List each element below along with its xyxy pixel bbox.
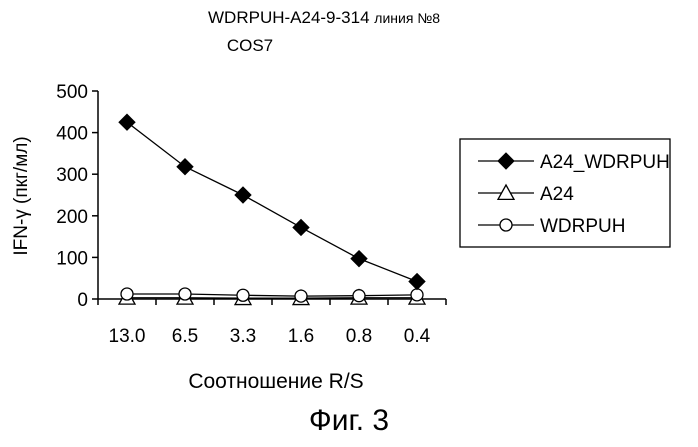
y-tick-label: 200 [56, 207, 88, 228]
legend-marker [500, 219, 512, 231]
data-point [295, 290, 307, 302]
series-line [127, 294, 417, 296]
legend-label: A24_WDRPUH [540, 152, 670, 173]
legend: A24_WDRPUH A24 WDRPUH [460, 139, 670, 247]
figure-caption: Фиг. 3 [0, 404, 698, 438]
x-tick-labels: 13.0 6.5 3.3 1.6 0.8 0.4 [109, 326, 431, 347]
legend-label: A24 [540, 184, 574, 205]
series-line [127, 122, 417, 281]
data-point [179, 288, 191, 300]
x-tick-label: 13.0 [109, 326, 146, 347]
data-point [119, 114, 135, 130]
series-a24-wdrpuh [119, 114, 425, 289]
y-tick-label: 0 [77, 290, 88, 311]
y-tick-label: 300 [56, 165, 88, 186]
x-tick-label: 0.4 [404, 326, 431, 347]
y-tick-label: 100 [56, 248, 88, 269]
x-tick-label: 3.3 [230, 326, 256, 347]
y-tick-label: 500 [56, 82, 88, 103]
y-tick-labels: 0 100 200 300 400 500 [56, 82, 88, 311]
data-point [293, 219, 309, 235]
data-point [121, 288, 133, 300]
x-tick-label: 0.8 [346, 326, 372, 347]
axes [92, 91, 446, 305]
data-point [353, 290, 365, 302]
data-point [411, 289, 423, 301]
legend-label: WDRPUH [540, 216, 626, 237]
line-chart: 0 100 200 300 400 500 13.0 6.5 3.3 1.6 0.8 0.4 IFN… [0, 0, 698, 400]
data-point [409, 274, 425, 290]
x-tick-label: 1.6 [288, 326, 314, 347]
x-tick-label: 6.5 [172, 326, 198, 347]
y-axis-label: IFN-γ (пкг/мл) [11, 136, 32, 255]
data-point [237, 289, 249, 301]
series-group [119, 114, 425, 304]
data-point [235, 187, 251, 203]
data-point [177, 159, 193, 175]
y-tick-label: 400 [56, 124, 88, 145]
data-point [351, 251, 367, 267]
x-axis-label: Соотношение R/S [188, 370, 363, 393]
